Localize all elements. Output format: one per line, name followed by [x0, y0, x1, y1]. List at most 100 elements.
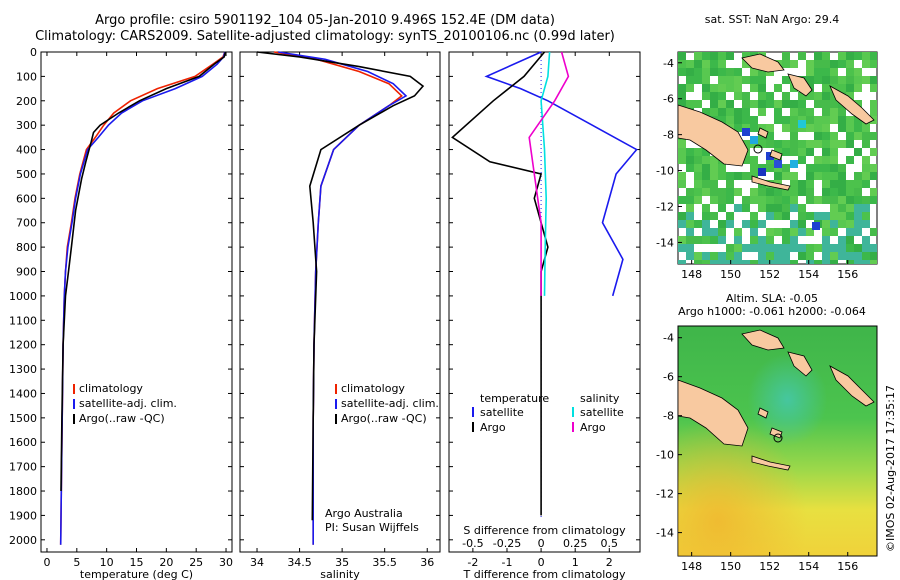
- sst-cell: [822, 156, 830, 164]
- sst-cell: [750, 76, 758, 84]
- sst-cell: [694, 252, 702, 260]
- sst-cell: [854, 244, 862, 252]
- map-y-tick-label: -14: [656, 236, 674, 249]
- sst-cell: [742, 52, 750, 60]
- sst-cell: [734, 260, 742, 264]
- sst-cell: [846, 196, 854, 204]
- sst-cell: [838, 60, 846, 68]
- sst-cell: [854, 68, 862, 76]
- sst-cell: [758, 236, 766, 244]
- sst-cell: [734, 84, 742, 92]
- panel-frame-3: [448, 51, 641, 553]
- x-tick-label: 10: [100, 556, 114, 569]
- sst-cell: [822, 140, 830, 148]
- sst-cell: [766, 140, 774, 148]
- sst-cell: [782, 236, 790, 244]
- sst-cell: [798, 212, 806, 220]
- sst-anomaly-cell: [742, 128, 750, 136]
- sst-cell: [782, 52, 790, 60]
- note-pi-name: PI: Susan Wijffels: [325, 521, 419, 534]
- sst-cell: [782, 244, 790, 252]
- sst-cell: [710, 180, 718, 188]
- sst-cell: [806, 124, 814, 132]
- sst-cell: [870, 188, 877, 196]
- x-tick-label: 15: [130, 556, 144, 569]
- sst-cell: [830, 68, 838, 76]
- sst-cell: [750, 220, 758, 228]
- sst-cell: [870, 60, 877, 68]
- series-line-2-2: [278, 51, 408, 545]
- sst-cell: [766, 212, 774, 220]
- sst-cell: [830, 100, 838, 108]
- sst-cell: [814, 244, 822, 252]
- sst-cell: [846, 60, 854, 68]
- sst-argo-position-marker: [753, 144, 763, 154]
- sst-cell: [758, 68, 766, 76]
- sst-cell: [782, 148, 790, 156]
- sst-cell: [854, 196, 862, 204]
- y-tick-label: 1400: [9, 387, 37, 400]
- map-y-tick-label: -10: [656, 449, 674, 462]
- map-y-tick-label: -12: [656, 488, 674, 501]
- sst-cell: [814, 124, 822, 132]
- sst-cell: [710, 172, 718, 180]
- sst-cell: [806, 164, 814, 172]
- sst-cell: [742, 220, 750, 228]
- sst-cell: [806, 188, 814, 196]
- sst-cell: [702, 212, 710, 220]
- sst-cell: [798, 180, 806, 188]
- sst-cell: [782, 252, 790, 260]
- sst-cell: [758, 140, 766, 148]
- sst-cell: [846, 188, 854, 196]
- sst-cell: [830, 156, 838, 164]
- y-tick-label: 1000: [9, 290, 37, 303]
- sst-cell: [854, 116, 862, 124]
- sst-cell: [790, 220, 798, 228]
- sst-cell: [726, 196, 734, 204]
- sst-cell: [710, 84, 718, 92]
- sst-cell: [838, 108, 846, 116]
- sst-cell: [782, 92, 790, 100]
- sst-cell: [782, 172, 790, 180]
- sst-cell: [782, 196, 790, 204]
- sst-cell: [678, 52, 686, 60]
- sst-cell: [718, 204, 726, 212]
- sst-cell: [774, 188, 782, 196]
- sst-cell: [790, 236, 798, 244]
- panel-frame-2: [239, 51, 441, 553]
- sst-cell: [814, 92, 822, 100]
- sst-cell: [726, 244, 734, 252]
- sst-cell: [854, 212, 862, 220]
- sst-land: [678, 53, 875, 191]
- sst-cell: [846, 68, 854, 76]
- sst-cell: [838, 220, 846, 228]
- sst-cell: [830, 220, 838, 228]
- sst-cell: [846, 132, 854, 140]
- sst-cell: [710, 236, 718, 244]
- sst-cell: [710, 212, 718, 220]
- sst-cell: [830, 196, 838, 204]
- sst-cell: [846, 260, 854, 264]
- sst-cell: [774, 108, 782, 116]
- sst-cell: [734, 228, 742, 236]
- y-tick-label: 1500: [9, 412, 37, 425]
- sst-cell: [806, 212, 814, 220]
- sst-cell: [726, 212, 734, 220]
- sst-cell: [814, 196, 822, 204]
- sla-solomon-islands-land: [829, 365, 875, 407]
- legend-label: Argo(..raw -QC): [79, 412, 165, 425]
- sst-anomaly-cell: [750, 136, 758, 144]
- profile-panel-1: 0 5 10 15 20 25 30 temperature (deg C) 0 100 200 30…: [9, 46, 233, 580]
- sst-cell: [814, 164, 822, 172]
- sst-cell: [838, 76, 846, 84]
- sst-cell: [758, 188, 766, 196]
- sst-cell: [806, 116, 814, 124]
- series-line-3-3: [540, 51, 551, 296]
- sst-cell: [846, 116, 854, 124]
- sst-cell: [838, 116, 846, 124]
- x-tick-label: 34.5: [287, 556, 312, 569]
- sst-cell: [694, 236, 702, 244]
- sst-cell: [710, 60, 718, 68]
- sst-cell: [798, 140, 806, 148]
- sst-cell: [702, 204, 710, 212]
